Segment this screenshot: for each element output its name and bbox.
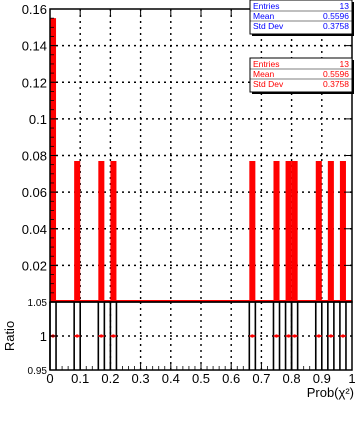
- x-tick-label: 0.1: [71, 371, 89, 386]
- ratio-ylabel: Ratio: [2, 321, 17, 351]
- x-tick-label: 0.2: [101, 371, 119, 386]
- ratio-point: [274, 334, 279, 338]
- stats-label: Mean: [253, 11, 275, 21]
- bar: [315, 160, 322, 302]
- x-axis-label: Prob(χ²): [307, 385, 354, 400]
- stats-value: 13: [340, 1, 350, 11]
- stats-box: [249, 0, 353, 35]
- stats-value: 13: [340, 59, 350, 69]
- ratio-point: [75, 334, 79, 338]
- stats-box: [249, 57, 353, 93]
- stats-label: Std Dev: [253, 79, 284, 89]
- y-tick-label: 0.1: [29, 112, 47, 127]
- bar: [74, 160, 81, 302]
- ratio-point: [250, 334, 254, 338]
- ratio-point: [286, 334, 291, 338]
- bar: [249, 160, 256, 302]
- ratio-y-tick-label: 0.95: [28, 366, 48, 377]
- stats-value: 0.5596: [323, 69, 349, 79]
- stats-label: Std Dev: [253, 21, 284, 31]
- bar: [339, 160, 346, 302]
- bar: [273, 160, 280, 302]
- y-tick-label: 0.02: [22, 258, 47, 273]
- ratio-point: [317, 334, 321, 338]
- x-tick-label: 0.6: [222, 371, 240, 386]
- y-tick-label: 0.16: [22, 2, 47, 17]
- y-tick-label: 0.14: [22, 39, 47, 54]
- stats-value: 0.3758: [323, 21, 349, 31]
- stats-label: Entries: [253, 1, 279, 11]
- x-tick-label: 0.3: [132, 371, 150, 386]
- bar: [291, 160, 298, 302]
- ratio-point: [111, 334, 116, 338]
- y-tick-label: 0.04: [22, 222, 47, 237]
- bar: [98, 160, 105, 302]
- ratio-y-tick-label: 1.05: [28, 298, 48, 309]
- ratio-point: [341, 334, 345, 338]
- stats-value: 0.5596: [323, 11, 349, 21]
- bar: [285, 160, 292, 302]
- bar: [327, 160, 334, 302]
- x-tick-label: 0.5: [192, 371, 210, 386]
- x-tick-label: 0: [46, 371, 53, 386]
- stats-label: Mean: [253, 69, 275, 79]
- x-tick-label: 1: [348, 371, 355, 386]
- ratio-point: [293, 334, 297, 338]
- ratio-y-tick-label: 1: [40, 329, 47, 344]
- y-tick-label: 0.06: [22, 185, 47, 200]
- ratio-point: [99, 334, 103, 338]
- y-tick-label: 0.12: [22, 75, 47, 90]
- stats-label: Entries: [253, 59, 279, 69]
- ratio-point: [329, 334, 333, 338]
- bar: [50, 18, 57, 302]
- bar: [110, 160, 117, 302]
- x-tick-label: 0.4: [162, 371, 180, 386]
- y-tick-label: 0.08: [22, 149, 47, 164]
- x-tick-label: 0.8: [283, 371, 301, 386]
- x-tick-label: 0.9: [313, 371, 331, 386]
- x-tick-label: 0.7: [252, 371, 270, 386]
- stats-value: 0.3758: [323, 79, 349, 89]
